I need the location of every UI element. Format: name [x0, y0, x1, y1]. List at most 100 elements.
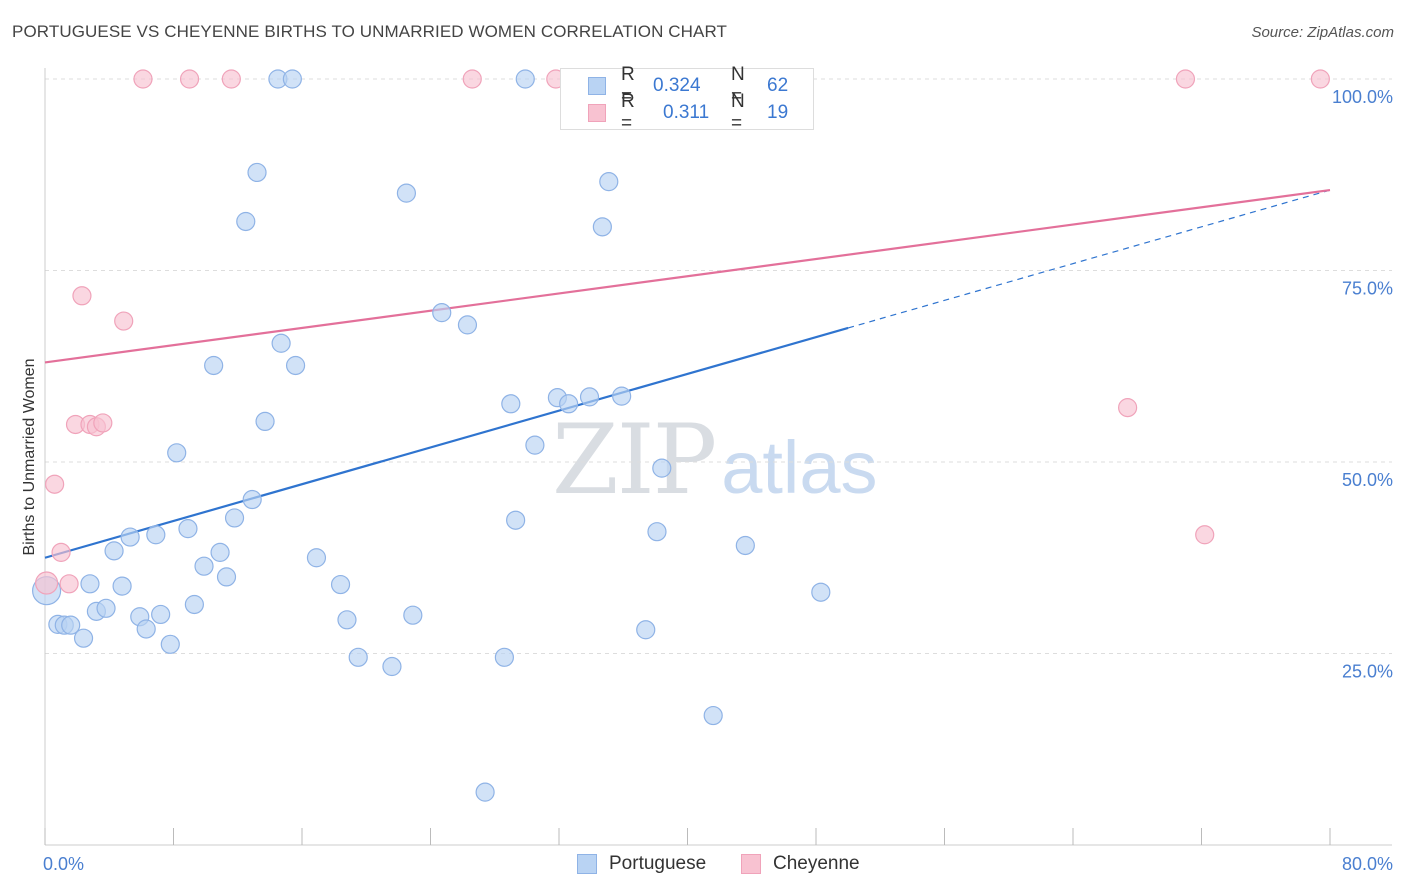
- portuguese-point: [592, 217, 612, 237]
- y-tick-label: 50.0%: [1342, 470, 1393, 490]
- portuguese-point: [703, 705, 723, 726]
- portuguese-point: [811, 582, 831, 602]
- portuguese-point: [285, 355, 306, 376]
- cheyenne-point: [51, 542, 71, 562]
- portuguese-point: [652, 458, 672, 478]
- cheyenne-point: [45, 474, 65, 494]
- portuguese-point: [475, 782, 495, 802]
- portuguese-point: [306, 548, 327, 568]
- portuguese-point: [559, 394, 579, 414]
- portuguese-point: [271, 333, 291, 353]
- portuguese-point: [525, 435, 545, 455]
- cheyenne-swatch: [588, 104, 606, 122]
- source-label: Source: ZipAtlas.com: [1251, 24, 1394, 41]
- axes: [44, 68, 1392, 846]
- portuguese-point: [612, 386, 632, 406]
- portuguese-point: [210, 542, 230, 562]
- portuguese-point: [647, 522, 667, 542]
- portuguese-point: [337, 610, 357, 630]
- portuguese-point: [104, 541, 124, 561]
- portuguese-legend-swatch: [577, 854, 597, 874]
- chart-title: PORTUGUESE VS CHEYENNE BIRTHS TO UNMARRI…: [12, 22, 728, 41]
- portuguese-point: [146, 525, 166, 545]
- portuguese-trend-line: [44, 326, 849, 559]
- legend-n-label: N =: [731, 91, 745, 134]
- y-tick-label: 75.0%: [1342, 279, 1393, 299]
- grid-lines: [45, 78, 1392, 654]
- bottom-legend-portuguese: Portuguese: [577, 852, 706, 876]
- portuguese-point: [61, 615, 81, 635]
- cheyenne-point: [1195, 525, 1215, 545]
- portuguese-point: [136, 619, 156, 639]
- portuguese-point: [506, 510, 526, 530]
- portuguese-point: [579, 387, 600, 407]
- portuguese-point: [184, 594, 204, 615]
- portuguese-point: [204, 355, 224, 376]
- tick-labels: 25.0% 50.0% 75.0% 100.0% 0.0% 80.0%: [43, 87, 1393, 874]
- cheyenne-trend-line: [44, 188, 1331, 364]
- portuguese-point: [494, 647, 514, 667]
- portuguese-point: [80, 574, 100, 594]
- watermark-atlas: atlas: [721, 426, 878, 509]
- portuguese-point: [178, 519, 198, 539]
- portuguese-point: [282, 69, 302, 89]
- cheyenne-point: [133, 69, 153, 89]
- portuguese-point: [330, 574, 351, 595]
- portuguese-swatch: [588, 77, 606, 95]
- portuguese-point: [236, 211, 256, 232]
- watermark: ZIPatlas: [552, 404, 878, 516]
- portuguese-point: [735, 535, 755, 556]
- portuguese-point: [403, 605, 423, 625]
- portuguese-point: [396, 183, 417, 203]
- cheyenne-point: [93, 413, 113, 433]
- cheyenne-point: [114, 311, 134, 331]
- cheyenne-point: [72, 286, 92, 306]
- watermark-zip: ZIP: [552, 404, 717, 516]
- legend-n-label: N =: [731, 64, 745, 107]
- cheyenne-point: [221, 69, 241, 89]
- y-tick-label: 100.0%: [1332, 87, 1393, 107]
- bottom-legend-cheyenne: Cheyenne: [741, 852, 860, 876]
- portuguese-point: [636, 620, 656, 640]
- y-tick-label: 25.0%: [1342, 662, 1393, 682]
- portuguese-point: [515, 69, 535, 89]
- correlation-legend: R = 0.324 N = 62 R = 0.311 N = 19: [560, 64, 814, 134]
- cheyenne-point: [1118, 398, 1138, 418]
- legend-n-value: 19: [767, 102, 789, 123]
- portuguese-point: [247, 162, 267, 183]
- cheyenne-point: [179, 69, 200, 89]
- portuguese-point: [599, 172, 619, 192]
- portuguese-point: [160, 634, 180, 654]
- data-points: [32, 69, 1330, 802]
- cheyenne-point: [462, 69, 482, 89]
- cheyenne-legend-label: Cheyenne: [773, 853, 860, 874]
- cheyenne-point: [1175, 69, 1196, 89]
- legend-r-label: R =: [621, 91, 635, 134]
- cheyenne-legend-swatch: [741, 854, 761, 874]
- portuguese-point: [96, 598, 116, 618]
- cheyenne-point: [1310, 69, 1330, 89]
- portuguese-point: [348, 647, 368, 667]
- legend-r-label: R =: [621, 64, 635, 107]
- portuguese-point: [73, 628, 94, 648]
- x-tick-label: 80.0%: [1342, 854, 1393, 874]
- portuguese-point: [194, 556, 214, 576]
- portuguese-point: [112, 576, 132, 596]
- portuguese-point: [151, 604, 171, 625]
- portuguese-trend-line-extension: [847, 189, 1331, 329]
- portuguese-point: [432, 303, 452, 323]
- legend-r-value: 0.311: [663, 102, 710, 123]
- portuguese-point: [242, 489, 262, 510]
- cheyenne-point: [59, 574, 79, 594]
- trend-lines: [44, 188, 1331, 559]
- portuguese-point: [382, 656, 402, 677]
- portuguese-point: [224, 508, 245, 528]
- x-tick-label: 0.0%: [43, 854, 84, 874]
- cheyenne-point: [35, 571, 59, 595]
- legend-r-value: 0.324: [653, 75, 701, 96]
- portuguese-point: [216, 567, 237, 587]
- legend-n-value: 62: [767, 75, 789, 96]
- portuguese-point: [120, 527, 140, 547]
- portuguese-legend-label: Portuguese: [609, 853, 707, 874]
